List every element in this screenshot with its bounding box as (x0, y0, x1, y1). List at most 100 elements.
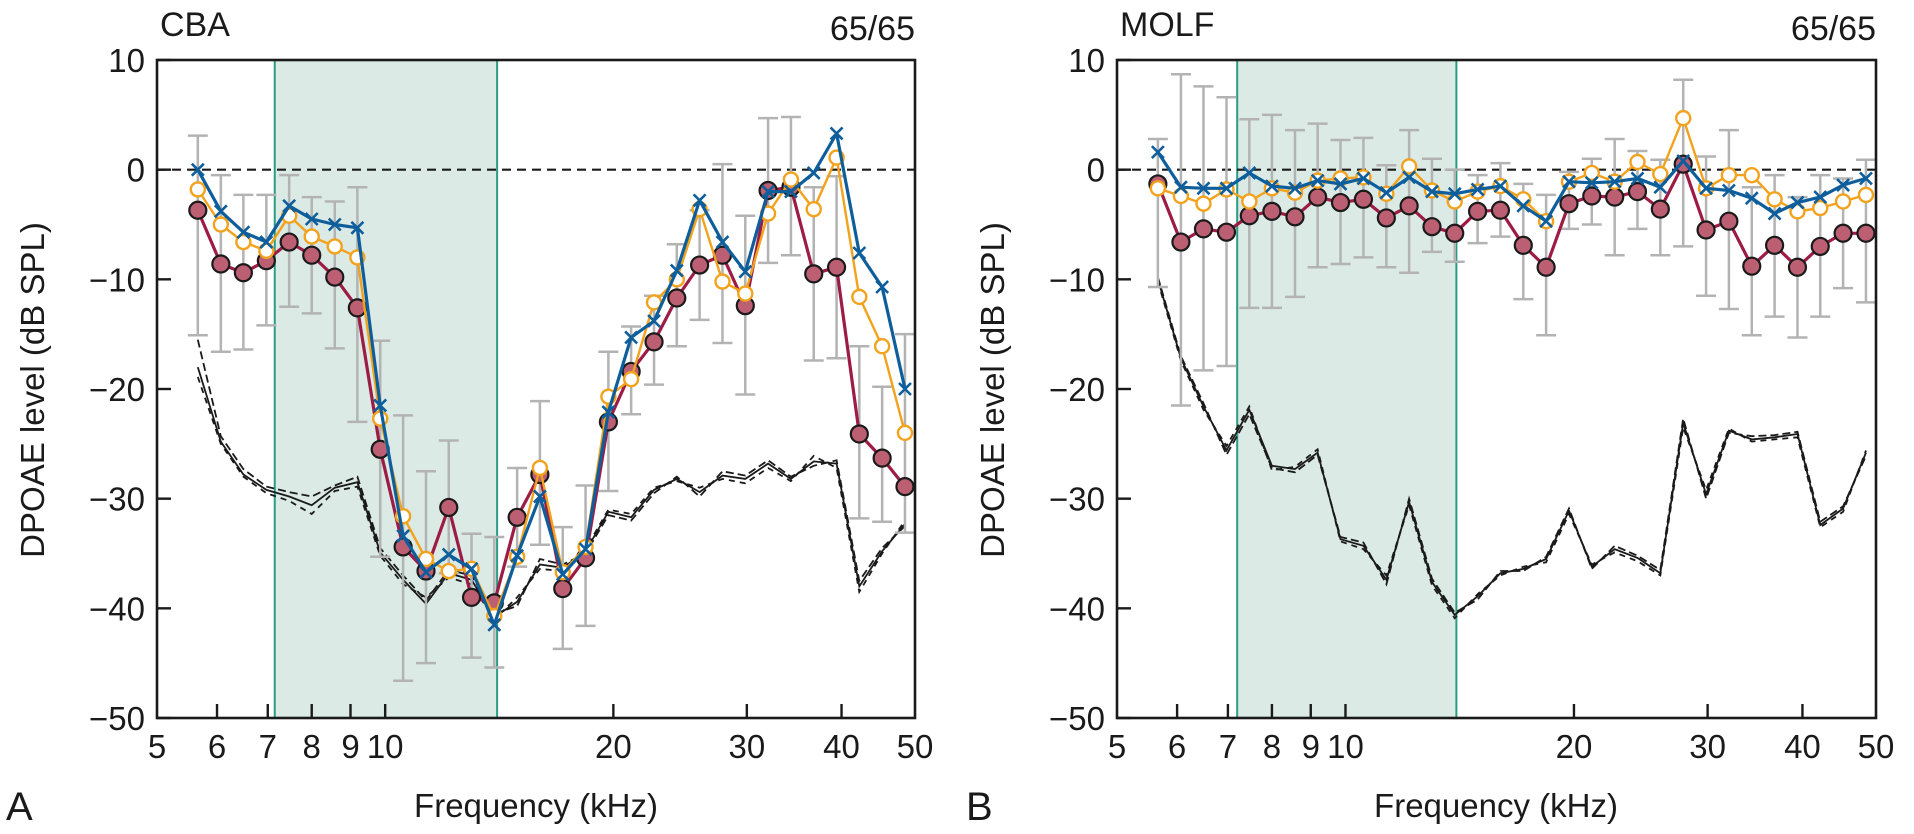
data-point-filled-circle (1308, 187, 1328, 207)
panel-letter: A (6, 785, 33, 829)
data-point-filled-circle (302, 245, 322, 265)
data-point-cross (1219, 181, 1234, 196)
data-point-filled-circle (1536, 257, 1556, 277)
data-point-filled-circle (849, 424, 869, 444)
panel-title: MOLF (1120, 6, 1214, 44)
data-point-open-circle (303, 228, 320, 245)
data-point-cross (1607, 174, 1622, 189)
data-point-cross (692, 193, 707, 208)
condition-label: 65/65 (830, 10, 915, 48)
data-point-cross (738, 264, 753, 279)
data-point-open-circle (896, 424, 914, 442)
data-point-cross (396, 529, 411, 543)
x-tick-label: 7 (259, 728, 277, 765)
x-tick-label: 9 (341, 728, 359, 765)
data-point-cross (1813, 190, 1828, 205)
data-point-cross (1425, 184, 1439, 199)
plot-area: 100−10−20−30−40−505 6 7 8 9 10 20 30 40 50 (89, 42, 933, 765)
series-cross (1150, 145, 1873, 229)
data-point-open-circle (805, 200, 822, 218)
data-point-filled-circle (279, 232, 299, 252)
data-point-filled-circle (1833, 223, 1853, 243)
data-point-cross (578, 542, 593, 557)
panel-title: CBA (160, 6, 230, 44)
data-point-filled-circle (1467, 201, 1488, 221)
panel-letter: B (966, 785, 993, 829)
data-point-filled-circle (1627, 182, 1648, 202)
series-open-circle (189, 149, 914, 625)
data-point-cross (1790, 195, 1805, 210)
data-point-cross (487, 617, 502, 632)
y-tick-label: −20 (89, 371, 145, 408)
data-point-open-circle (1629, 153, 1646, 171)
data-point-cross (852, 246, 867, 260)
data-point-filled-circle (667, 288, 687, 308)
data-point-cross (761, 184, 776, 199)
data-point-open-circle (1195, 195, 1212, 212)
y-axis-title: DPOAE level (dB SPL) (14, 222, 51, 558)
x-tick-label: 5 (148, 728, 166, 765)
data-point-cross (1516, 198, 1531, 213)
data-point-open-circle (1400, 158, 1418, 175)
data-point-filled-circle (1445, 223, 1465, 243)
data-point-open-circle (1812, 199, 1829, 217)
data-point-cross (327, 217, 342, 232)
data-point-cross (1402, 170, 1417, 185)
x-tick-label: 5 (1108, 728, 1126, 765)
x-tick-label: 20 (1556, 728, 1593, 765)
data-point-cross (282, 198, 297, 213)
condition-label: 65/65 (1791, 10, 1876, 48)
data-point-filled-circle (1765, 235, 1785, 255)
data-point-filled-circle (895, 477, 915, 497)
data-point-cross (1539, 214, 1554, 229)
data-point-open-circle (782, 171, 800, 188)
series-line (196, 131, 907, 627)
data-point-filled-circle (1810, 236, 1830, 257)
data-point-filled-circle (690, 255, 710, 275)
data-point-open-circle (326, 238, 343, 255)
data-point-open-circle (1652, 165, 1669, 183)
y-tick-label: −10 (89, 261, 145, 298)
data-point-cross (601, 405, 616, 419)
x-tick-label: 7 (1219, 728, 1237, 765)
data-point-filled-circle (1696, 220, 1716, 240)
error-bar (1444, 168, 1465, 264)
data-point-open-circle (189, 181, 207, 198)
error-bar (1490, 161, 1511, 238)
data-point-open-circle (1149, 180, 1167, 197)
noise-floor-1-line (196, 339, 906, 615)
data-point-filled-circle (1559, 194, 1579, 214)
y-tick-label: 0 (127, 152, 145, 189)
data-point-cross (1562, 174, 1576, 189)
data-point-cross (236, 225, 251, 240)
data-point-open-circle (622, 370, 640, 388)
data-point-filled-circle (1376, 208, 1396, 228)
data-point-cross (1699, 181, 1713, 196)
y-tick-label: −40 (89, 590, 145, 627)
data-point-cross (213, 204, 228, 219)
data-point-cross (875, 280, 890, 294)
data-point-filled-circle (233, 263, 253, 283)
shaded-frequency-band (274, 60, 498, 718)
error-bar (187, 134, 208, 337)
data-point-filled-circle (1193, 219, 1214, 239)
data-point-cross (1333, 177, 1348, 191)
data-point-open-circle (1834, 193, 1852, 210)
x-tick-label: 10 (1327, 728, 1364, 765)
data-point-filled-circle (347, 298, 367, 318)
data-point-open-circle (1241, 193, 1258, 210)
panel-b-molf: MOLF 65/65 B Frequency (kHz) DPOAE level… (966, 6, 1894, 829)
y-tick-label: −20 (1049, 371, 1105, 408)
data-point-cross (647, 314, 661, 328)
x-axis-title: Frequency (kHz) (414, 787, 658, 824)
data-point-filled-circle (644, 332, 664, 352)
plot-frame (155, 58, 917, 720)
data-point-filled-circle (1605, 187, 1625, 207)
data-point-filled-circle (1422, 217, 1442, 237)
y-tick-label: −30 (1049, 481, 1105, 518)
noise-floor-1-line (1157, 276, 1867, 614)
data-point-cross (1767, 206, 1782, 221)
x-tick-label: 50 (897, 728, 934, 765)
y-tick-label: 10 (108, 42, 145, 79)
data-point-cross (464, 561, 479, 576)
